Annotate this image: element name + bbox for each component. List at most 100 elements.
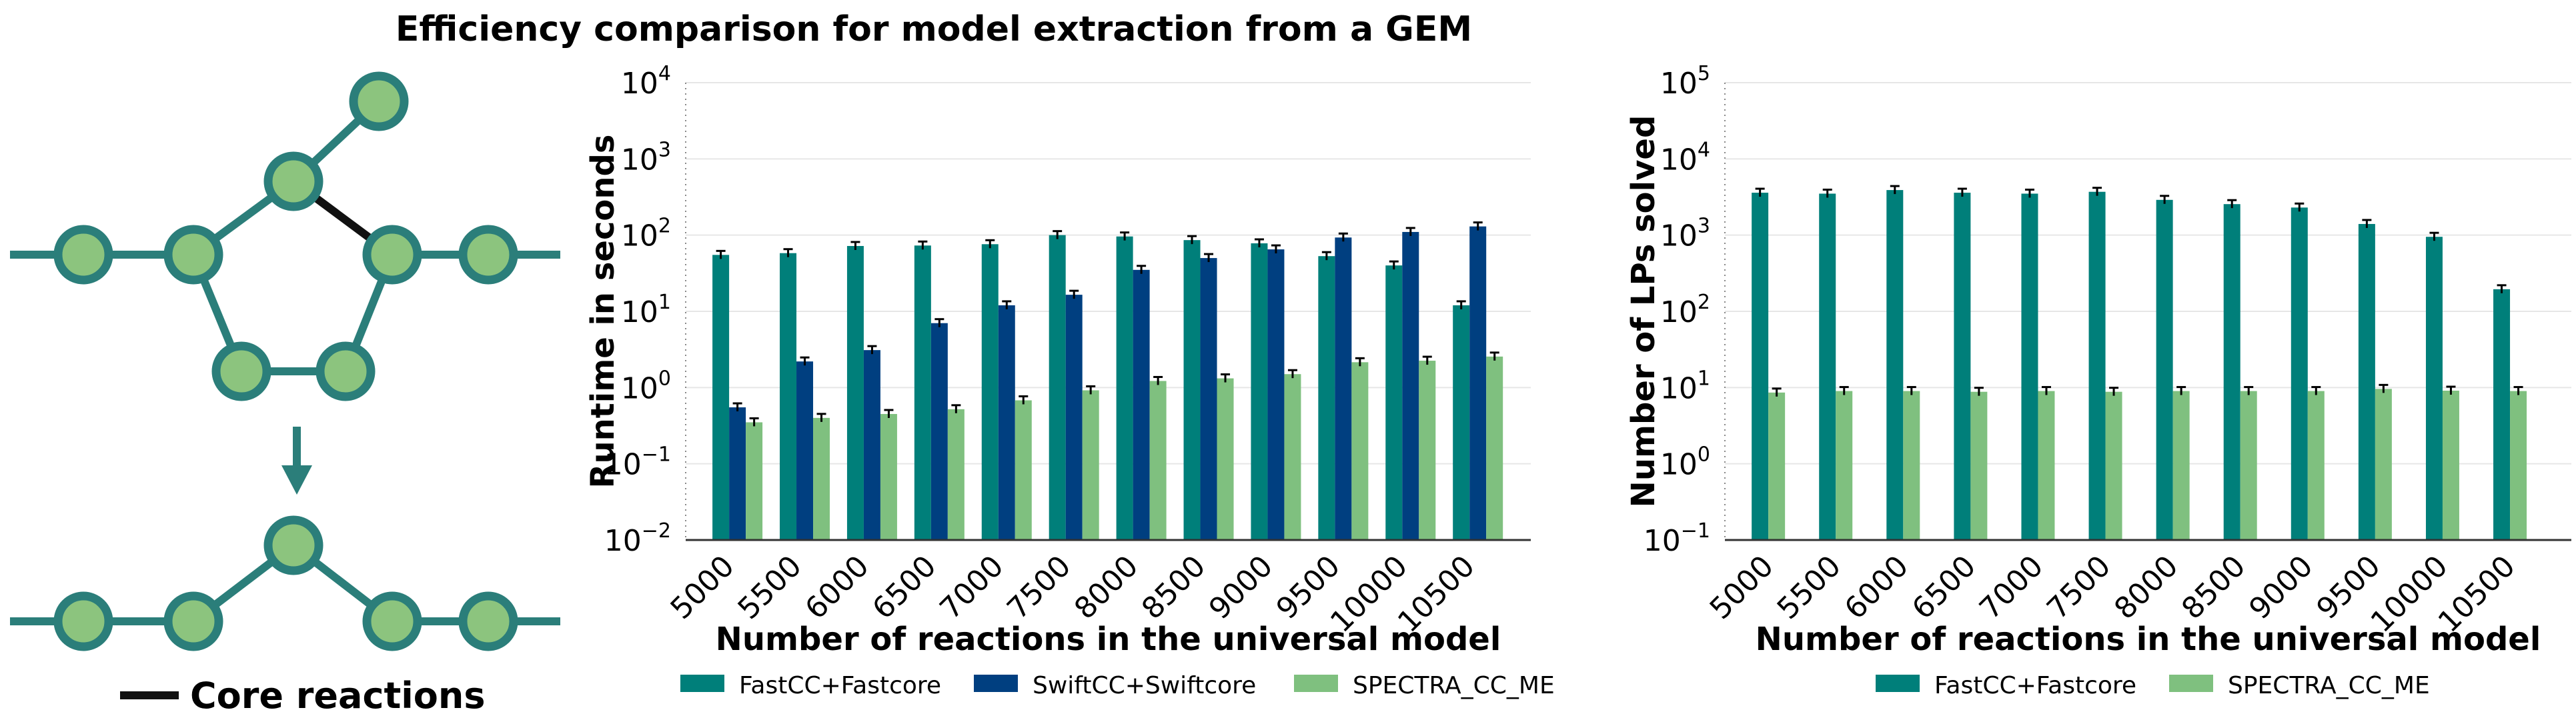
- bar: [796, 361, 814, 540]
- x-tick-label: 5000: [664, 549, 741, 626]
- x-tick-label: 6500: [1906, 549, 1982, 626]
- network-node: [362, 225, 422, 285]
- network-node: [263, 151, 324, 211]
- y-tick-base: 10: [621, 219, 658, 253]
- bar: [2510, 391, 2527, 540]
- network-node: [263, 515, 324, 575]
- bar: [947, 409, 964, 540]
- y-tick-label: 103: [621, 138, 671, 177]
- bar: [998, 305, 1015, 540]
- y-tick-exponent: 2: [658, 215, 671, 238]
- bar: [2156, 199, 2173, 540]
- network-node: [53, 591, 113, 651]
- bar: [1335, 237, 1352, 540]
- bar: [880, 413, 897, 540]
- top-network: [10, 71, 560, 401]
- legend-swatch: [1876, 675, 1920, 692]
- bar: [1954, 193, 1971, 540]
- bar: [2240, 391, 2257, 540]
- legend-label: FastCC+Fastcore: [739, 672, 941, 699]
- bar: [746, 422, 763, 540]
- y-tick-label: 102: [1660, 291, 1710, 329]
- network-node: [458, 591, 518, 651]
- y-tick-exponent: −1: [1681, 519, 1710, 543]
- y-tick-label: 10−2: [604, 519, 671, 558]
- x-tick-label: 8000: [1068, 549, 1145, 626]
- bar: [1116, 236, 1133, 540]
- y-tick-exponent: 0: [658, 367, 671, 390]
- bar: [1486, 356, 1503, 540]
- network-node: [458, 225, 518, 285]
- x-tick-label: 7000: [1973, 549, 2050, 626]
- x-tick-label: 9000: [1203, 549, 1279, 626]
- y-tick-exponent: 1: [1698, 367, 1710, 390]
- network-node: [211, 341, 271, 401]
- y-tick-exponent: −2: [642, 519, 671, 543]
- x-tick-label: 9500: [1270, 549, 1347, 626]
- y-tick-base: 10: [1660, 295, 1698, 329]
- x-tick-label: 10500: [2432, 549, 2522, 639]
- legend-swatch: [2169, 675, 2213, 692]
- network-node: [362, 591, 422, 651]
- x-tick-label: 7500: [1001, 549, 1077, 626]
- y-tick-label: 101: [1660, 367, 1710, 405]
- network-node: [163, 225, 223, 285]
- bar: [1453, 305, 1470, 540]
- bar: [2425, 237, 2443, 540]
- bar: [1419, 361, 1436, 540]
- y-tick-exponent: 0: [1698, 443, 1710, 467]
- y-tick-base: 10: [1660, 371, 1698, 405]
- x-tick-label: 9500: [2310, 549, 2387, 626]
- y-tick-base: 10: [621, 371, 658, 405]
- x-tick-label: 10000: [2365, 549, 2455, 639]
- y-tick-base: 10: [621, 295, 658, 329]
- y-tick-label: 100: [621, 367, 671, 405]
- bar: [1768, 392, 1786, 540]
- bar: [1819, 193, 1836, 540]
- x-tick-label: 8000: [2108, 549, 2184, 626]
- core-reactions-label: Core reactions: [190, 675, 486, 712]
- legend-swatch: [680, 675, 724, 692]
- y-tick-base: 10: [1660, 219, 1698, 253]
- y-tick-base: 10: [1660, 67, 1698, 101]
- bar: [2375, 389, 2392, 540]
- y-tick-base: 10: [1644, 524, 1681, 558]
- bar: [1836, 391, 1853, 540]
- legend-label: SPECTRA_CC_ME: [2228, 672, 2430, 699]
- bar: [1133, 269, 1150, 540]
- legend-swatch: [974, 675, 1018, 692]
- bar: [780, 253, 797, 540]
- x-tick-label: 7000: [933, 549, 1010, 626]
- y-tick-label: 100: [1660, 443, 1710, 482]
- bar: [2088, 191, 2106, 540]
- bar: [2223, 204, 2240, 540]
- y-tick-label: 102: [621, 215, 671, 253]
- bar: [1752, 193, 1769, 540]
- bar: [1015, 400, 1032, 540]
- y-axis-title: Runtime in seconds: [584, 135, 622, 489]
- y-tick-exponent: 2: [1698, 291, 1710, 314]
- x-tick-label: 5500: [732, 549, 808, 626]
- y-tick-label: 104: [621, 62, 671, 101]
- bar: [1970, 391, 1988, 540]
- bar: [1469, 226, 1487, 540]
- network-node: [315, 341, 376, 401]
- bar: [1886, 190, 1904, 541]
- network-diagram: Core reactions: [10, 71, 560, 712]
- bar: [2442, 391, 2459, 540]
- bar: [1351, 362, 1369, 540]
- y-tick-exponent: 4: [658, 62, 671, 85]
- y-tick-base: 10: [604, 524, 642, 558]
- x-tick-label: 6000: [798, 549, 875, 626]
- y-tick-label: 104: [1660, 138, 1710, 177]
- y-tick-label: 103: [1660, 215, 1710, 253]
- x-tick-label: 9000: [2242, 549, 2319, 626]
- bar: [1183, 240, 1201, 540]
- y-tick-base: 10: [604, 448, 642, 482]
- bar: [1284, 374, 1301, 540]
- x-tick-label: 6000: [1838, 549, 1915, 626]
- network-node: [53, 225, 113, 285]
- bar: [1200, 258, 1217, 540]
- x-tick-label: 8500: [1135, 549, 1212, 626]
- y-tick-base: 10: [1660, 448, 1698, 482]
